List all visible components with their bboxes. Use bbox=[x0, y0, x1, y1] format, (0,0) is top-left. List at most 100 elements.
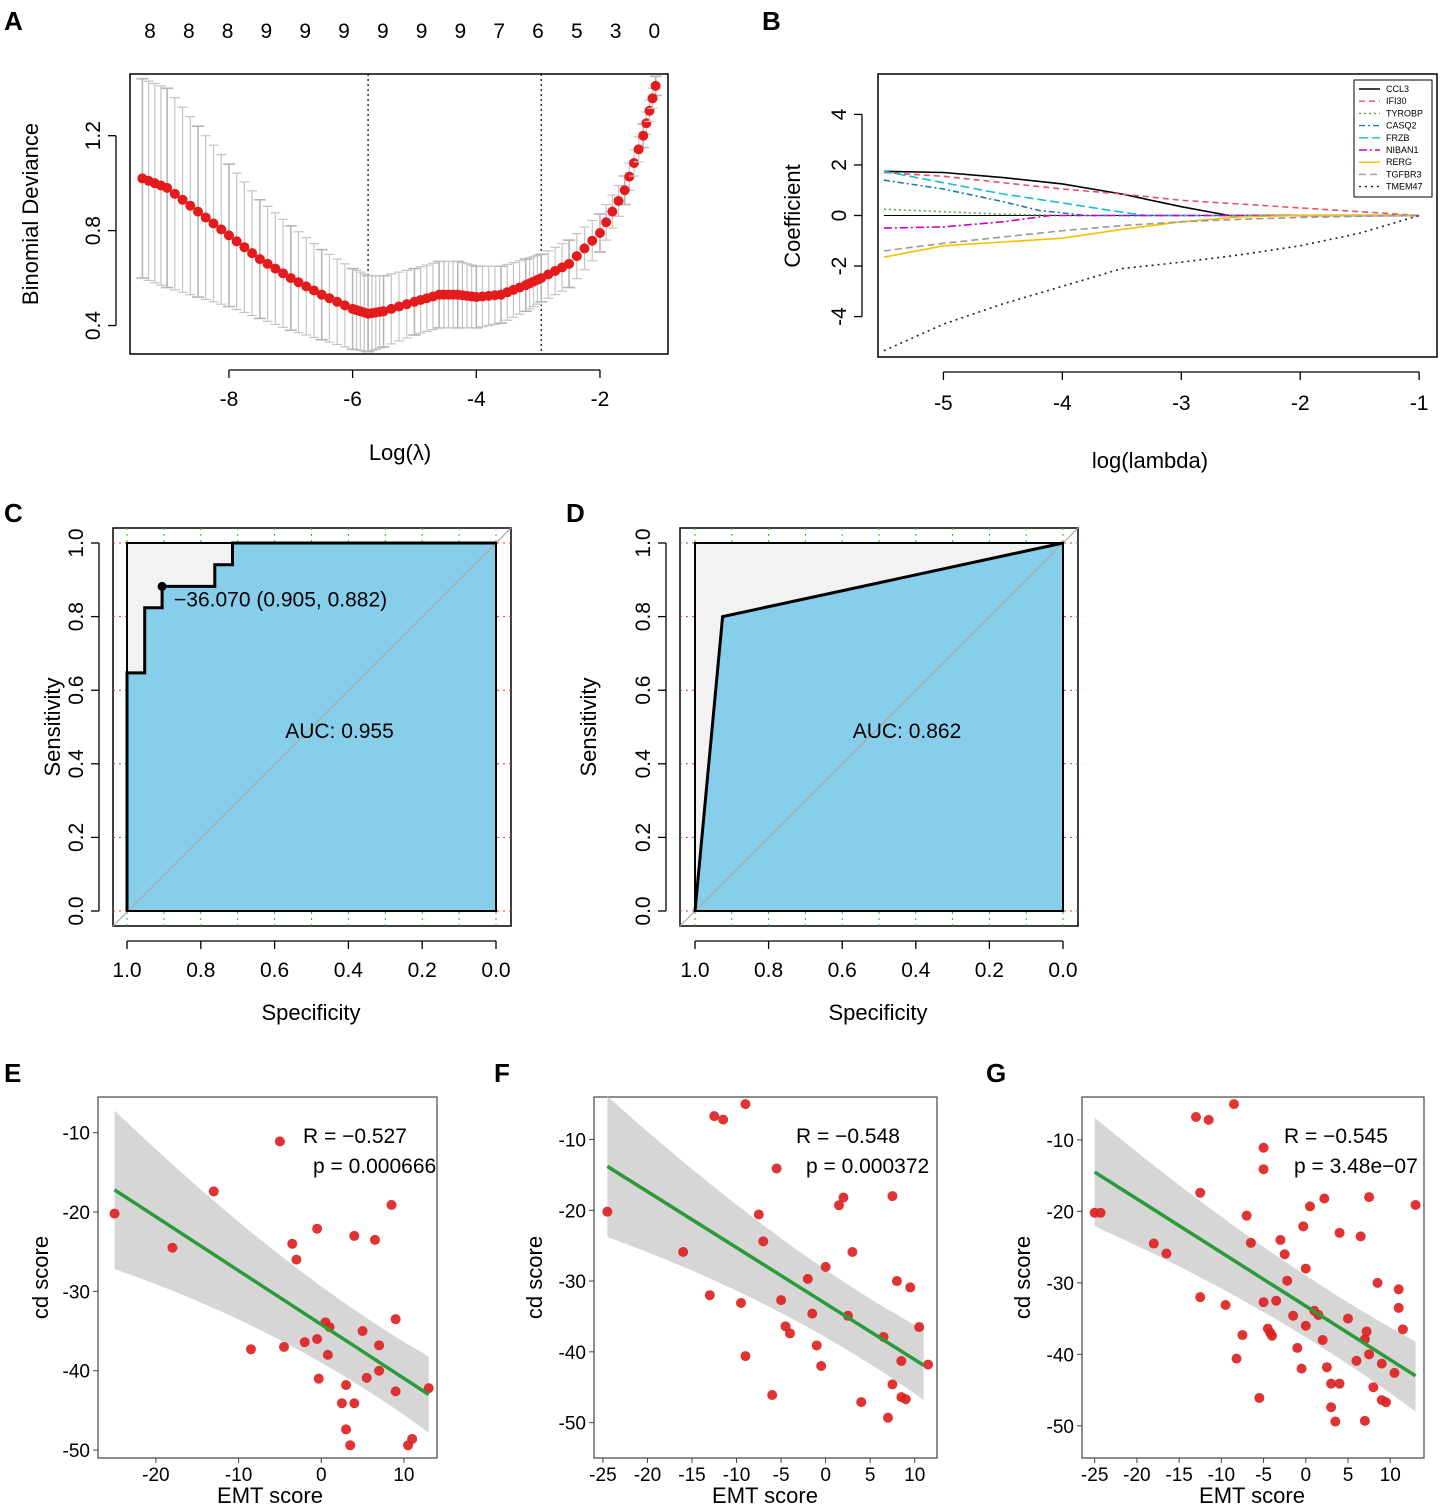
data-point bbox=[1305, 1201, 1315, 1212]
data-point bbox=[602, 1206, 613, 1217]
panel-b: B CCL3 IFI30 TYROBP CASQ2 FRZB NIBAN1 RERG TGFB… bbox=[762, 6, 1438, 473]
x-tick-label: 0.8 bbox=[186, 959, 215, 982]
data-point bbox=[887, 1379, 898, 1390]
data-point bbox=[287, 1238, 298, 1249]
top-axis-label: 8 bbox=[183, 20, 195, 43]
deviance-point bbox=[347, 303, 358, 314]
data-point bbox=[785, 1328, 795, 1339]
data-point bbox=[838, 1192, 849, 1203]
deviance-point bbox=[571, 251, 582, 262]
y-tick-label: 2 bbox=[828, 159, 851, 171]
deviance-point bbox=[452, 289, 463, 300]
deviance-point bbox=[285, 273, 296, 284]
data-point bbox=[807, 1308, 818, 1319]
data-point bbox=[776, 1295, 787, 1306]
data-point bbox=[386, 1199, 397, 1210]
y-tick-label: 1.0 bbox=[65, 528, 88, 557]
x-tick-label: -20 bbox=[1123, 1465, 1150, 1486]
deviance-point bbox=[594, 227, 605, 238]
x-tick-label: -5 bbox=[934, 392, 953, 415]
data-point bbox=[299, 1337, 310, 1348]
x-tick-label: -3 bbox=[1172, 392, 1191, 415]
deviance-point bbox=[316, 289, 327, 300]
top-axis-label: 6 bbox=[532, 20, 544, 43]
data-point bbox=[357, 1326, 368, 1337]
x-axis-title: EMT score bbox=[1199, 1483, 1305, 1508]
data-point bbox=[369, 1234, 380, 1245]
deviance-point bbox=[613, 195, 624, 206]
data-point bbox=[1241, 1210, 1252, 1221]
data-point bbox=[423, 1383, 434, 1394]
y-tick-label: -20 bbox=[1047, 1202, 1074, 1223]
data-point bbox=[900, 1394, 911, 1405]
deviance-point bbox=[254, 254, 265, 265]
x-tick-label: 0.8 bbox=[754, 959, 783, 982]
y-tick-label: 0.2 bbox=[632, 823, 655, 852]
data-point bbox=[1288, 1310, 1299, 1321]
data-point bbox=[1267, 1330, 1277, 1341]
data-point bbox=[820, 1261, 831, 1272]
data-point bbox=[336, 1398, 347, 1409]
deviance-point bbox=[587, 235, 598, 246]
data-point bbox=[1372, 1277, 1383, 1288]
data-point bbox=[1319, 1193, 1330, 1204]
y-tick-label: -4 bbox=[828, 307, 851, 326]
p-value-label: p = 0.000666 bbox=[313, 1155, 436, 1178]
data-point bbox=[1231, 1353, 1242, 1364]
x-tick-label: 0 bbox=[1300, 1465, 1311, 1486]
x-tick-label: 10 bbox=[904, 1465, 925, 1486]
confidence-band bbox=[114, 1110, 429, 1433]
legend-box bbox=[1353, 79, 1433, 198]
coef-path-tgfbr3 bbox=[883, 214, 1420, 252]
deviance-point bbox=[324, 293, 335, 304]
data-point bbox=[1334, 1227, 1345, 1238]
y-tick-label: -40 bbox=[1047, 1345, 1074, 1366]
deviance-point bbox=[471, 292, 482, 303]
y-tick-label: -40 bbox=[63, 1362, 90, 1383]
data-point bbox=[374, 1340, 385, 1351]
deviance-point bbox=[247, 248, 258, 259]
data-point bbox=[349, 1230, 360, 1241]
deviance-point bbox=[619, 185, 630, 196]
data-point bbox=[767, 1390, 778, 1401]
panel-letter-d: D bbox=[566, 498, 585, 528]
deviance-point bbox=[401, 299, 412, 310]
data-point bbox=[1148, 1238, 1159, 1249]
x-tick-label: -6 bbox=[343, 388, 362, 411]
x-tick-label: 0.2 bbox=[408, 959, 437, 982]
top-axis-label: 0 bbox=[649, 20, 661, 43]
x-tick-label: -2 bbox=[1291, 392, 1310, 415]
top-axis-label: 7 bbox=[493, 20, 505, 43]
y-tick-label: 0.6 bbox=[65, 676, 88, 705]
x-axis-title: Log(λ) bbox=[369, 440, 431, 465]
x-tick-label: -15 bbox=[1165, 1465, 1192, 1486]
panel-c: C −36.070 (0.905, 0.882) AUC: 0.955 1.0 0.8… bbox=[4, 498, 512, 1025]
deviance-point bbox=[332, 296, 343, 307]
panel-letter-b: B bbox=[762, 6, 781, 36]
data-point bbox=[1258, 1297, 1269, 1308]
data-point bbox=[390, 1386, 401, 1397]
data-point bbox=[1195, 1292, 1206, 1303]
data-point bbox=[1397, 1324, 1408, 1335]
coef-path-ccl3 bbox=[883, 170, 1420, 217]
coef-path-tmem47 bbox=[883, 214, 1420, 352]
data-point bbox=[1355, 1231, 1366, 1242]
x-tick-label: -1 bbox=[1410, 392, 1429, 415]
deviance-point bbox=[339, 300, 350, 311]
data-point bbox=[834, 1200, 844, 1211]
data-point bbox=[312, 1223, 323, 1234]
deviance-point bbox=[162, 182, 173, 193]
data-point bbox=[167, 1242, 178, 1253]
y-tick-label: 0.0 bbox=[632, 896, 655, 925]
deviance-point bbox=[579, 243, 590, 254]
data-point bbox=[802, 1273, 813, 1284]
deviance-point bbox=[650, 80, 661, 91]
auc-label: AUC: 0.955 bbox=[285, 720, 394, 743]
r-value-label: R = −0.548 bbox=[796, 1125, 900, 1148]
data-point bbox=[1298, 1221, 1309, 1232]
data-point bbox=[1317, 1335, 1328, 1346]
deviance-point bbox=[409, 296, 420, 307]
y-tick-label: -10 bbox=[1047, 1131, 1074, 1152]
regression-line bbox=[606, 1164, 925, 1367]
x-tick-label: -15 bbox=[678, 1465, 705, 1486]
